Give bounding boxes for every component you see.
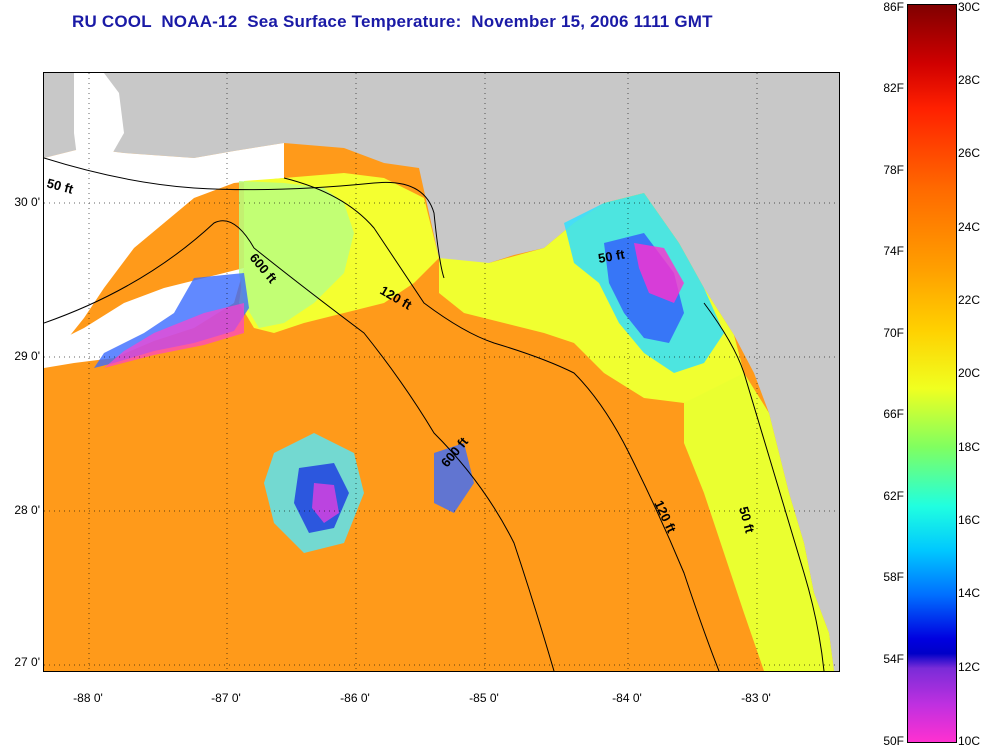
colorbar-c-16: 16C xyxy=(958,513,981,527)
colorbar-c-20: 20C xyxy=(958,366,981,380)
lon-label-83: -83 0' xyxy=(741,691,771,705)
cloud-west xyxy=(44,143,284,353)
contour-50ft-east xyxy=(703,302,825,671)
lon-label-87: -87 0' xyxy=(211,691,241,705)
coldest-band-west xyxy=(104,303,244,368)
sst-map-svg: 50 ft 600 ft 120 ft 50 ft 600 ft 120 ft … xyxy=(44,73,839,671)
lat-label-30: 30 0' xyxy=(14,195,40,209)
contour-120ft xyxy=(283,177,720,671)
colorbar-f-70: 70F xyxy=(883,326,904,340)
colorbar-f-66: 66F xyxy=(883,407,904,421)
eddy-east xyxy=(434,443,474,513)
southeast-shelf xyxy=(684,373,834,671)
colorbar-c-30: 30C xyxy=(958,0,981,14)
lon-label-84: -84 0' xyxy=(612,691,642,705)
temperature-colorbar xyxy=(907,4,957,743)
central-eddy-coldest xyxy=(312,483,339,523)
colorbar-f-86: 86F xyxy=(883,0,904,14)
colorbar-f-58: 58F xyxy=(883,570,904,584)
cool-shelf-west xyxy=(239,181,354,328)
colorbar-c-10: 10C xyxy=(958,734,981,748)
sst-map[interactable]: 50 ft 600 ft 120 ft 50 ft 600 ft 120 ft … xyxy=(43,72,840,672)
colorbar-f-62: 62F xyxy=(883,489,904,503)
lon-label-88: -88 0' xyxy=(73,691,103,705)
cold-front-west xyxy=(94,273,249,368)
contour-label-50ft-west: 50 ft xyxy=(45,175,75,197)
big-bend-coldest xyxy=(634,243,684,303)
lon-label-85: -85 0' xyxy=(469,691,499,705)
contour-label-50ft-bigbend: 50 ft xyxy=(597,246,627,266)
colorbar-f-50: 50F xyxy=(883,734,904,748)
lat-label-29: 29 0' xyxy=(14,349,40,363)
colorbar-f-54: 54F xyxy=(883,652,904,666)
colorbar-c-26: 26C xyxy=(958,146,981,160)
colorbar-c-24: 24C xyxy=(958,220,981,234)
contour-50ft-west xyxy=(44,157,445,279)
mobile-bay xyxy=(74,73,124,173)
lat-label-27: 27 0' xyxy=(14,655,40,669)
colorbar-f-82: 82F xyxy=(883,81,904,95)
colorbar-c-18: 18C xyxy=(958,440,981,454)
contour-label-50ft-se: 50 ft xyxy=(736,505,758,535)
colorbar-c-12: 12C xyxy=(958,660,981,674)
colorbar-f-78: 78F xyxy=(883,163,904,177)
contour-600ft xyxy=(44,220,555,671)
colorbar-c-22: 22C xyxy=(958,293,981,307)
lat-label-28: 28 0' xyxy=(14,503,40,517)
colorbar-f-74: 74F xyxy=(883,244,904,258)
lon-label-86: -86 0' xyxy=(340,691,370,705)
colorbar-c-28: 28C xyxy=(958,73,981,87)
map-title: RU COOL NOAA-12 Sea Surface Temperature:… xyxy=(72,12,713,31)
colorbar-c-14: 14C xyxy=(958,586,981,600)
